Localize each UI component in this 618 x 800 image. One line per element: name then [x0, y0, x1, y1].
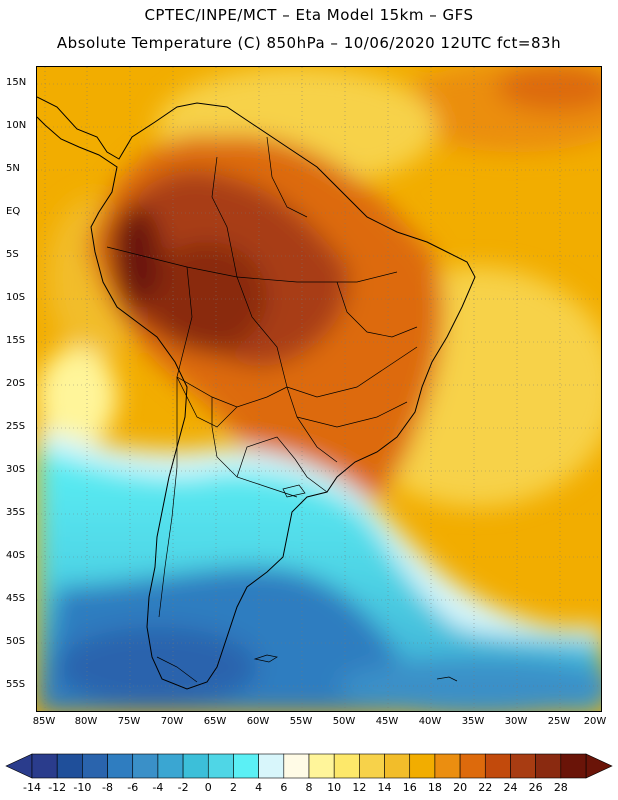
- colorbar-box: [459, 753, 486, 779]
- lon-label: 75W: [117, 716, 141, 727]
- lon-label: 80W: [74, 716, 98, 727]
- colorbar-high-arrow: [585, 753, 613, 779]
- colorbar-box: [107, 753, 134, 779]
- colorbar-box: [510, 753, 536, 779]
- lon-label: 65W: [203, 716, 227, 727]
- colorbar-label: 0: [204, 781, 212, 794]
- lon-label: 25W: [547, 716, 571, 727]
- lon-label: 45W: [375, 716, 399, 727]
- lon-label: 20W: [583, 716, 607, 727]
- colorbar-box: [182, 753, 209, 779]
- map-area: [36, 66, 602, 712]
- lon-label: 85W: [32, 716, 56, 727]
- colorbar-label: 12: [352, 781, 367, 794]
- lat-label: 40S: [6, 550, 26, 561]
- lat-label: 10S: [6, 292, 26, 303]
- colorbar-label: -8: [102, 781, 114, 794]
- lon-label: 30W: [504, 716, 528, 727]
- lat-label: 20S: [6, 378, 26, 389]
- colorbar-label: 16: [402, 781, 417, 794]
- colorbar-label: -6: [127, 781, 139, 794]
- coastline: [37, 96, 476, 690]
- colorbar: [5, 753, 613, 779]
- lat-label: 10N: [6, 120, 27, 131]
- country-borders: [106, 136, 418, 618]
- lon-label: 35W: [461, 716, 485, 727]
- colorbar-box: [560, 753, 587, 779]
- colorbar-label: -12: [48, 781, 67, 794]
- lon-label: 60W: [246, 716, 270, 727]
- lon-label: 70W: [160, 716, 184, 727]
- colorbar-label: 20: [453, 781, 468, 794]
- colorbar-label: 24: [503, 781, 518, 794]
- islands: [156, 484, 458, 683]
- colorbar-box: [434, 753, 461, 779]
- colorbar-box: [384, 753, 411, 779]
- colorbar-box: [233, 753, 259, 779]
- colorbar-box: [283, 753, 310, 779]
- colorbar-box: [82, 753, 108, 779]
- lon-label: 55W: [289, 716, 313, 727]
- colorbar-label: 6: [280, 781, 288, 794]
- colorbar-box: [409, 753, 436, 779]
- lat-label: 55S: [6, 679, 26, 690]
- lat-label: 45S: [6, 593, 26, 604]
- colorbar-label: -14: [23, 781, 41, 794]
- colorbar-label: -2: [177, 781, 189, 794]
- lat-label: 5S: [6, 249, 19, 260]
- lon-label: 40W: [418, 716, 442, 727]
- title-line-2: Absolute Temperature (C) 850hPa – 10/06/…: [56, 34, 562, 52]
- colorbar-label: -4: [152, 781, 164, 794]
- lat-label: EQ: [6, 206, 21, 217]
- lat-label: 25S: [6, 421, 26, 432]
- colorbar-box: [333, 753, 360, 779]
- colorbar-box: [31, 753, 58, 779]
- colorbar-label: 8: [305, 781, 313, 794]
- colorbar-box: [132, 753, 159, 779]
- colorbar-box: [157, 753, 184, 779]
- colorbar-label: 26: [528, 781, 543, 794]
- lat-label: 50S: [6, 636, 26, 647]
- colorbar-box: [535, 753, 562, 779]
- colorbar-box: [207, 753, 234, 779]
- lat-label: 35S: [6, 507, 26, 518]
- colorbar-box: [258, 753, 285, 779]
- colorbar-label: 28: [553, 781, 568, 794]
- temperature-field: [37, 67, 601, 711]
- colorbar-box: [484, 753, 511, 779]
- colorbar-box: [56, 753, 83, 779]
- colorbar-label: 4: [255, 781, 263, 794]
- colorbar-label: 14: [377, 781, 392, 794]
- title-line-1: CPTEC/INPE/MCT – Eta Model 15km – GFS: [144, 6, 474, 24]
- colorbar-box: [308, 753, 335, 779]
- colorbar-box: [359, 753, 385, 779]
- lon-label: 50W: [332, 716, 356, 727]
- colorbar-label: 22: [478, 781, 493, 794]
- lat-label: 15N: [6, 77, 27, 88]
- temperature-map: [37, 67, 601, 711]
- colorbar-label: 2: [229, 781, 237, 794]
- lat-label: 30S: [6, 464, 26, 475]
- colorbar-label: 10: [327, 781, 342, 794]
- lat-label: 5N: [6, 163, 20, 174]
- colorbar-boxes: [31, 753, 587, 779]
- colorbar-label: -10: [73, 781, 92, 794]
- colorbar-label: 18: [427, 781, 442, 794]
- lat-label: 15S: [6, 335, 26, 346]
- colorbar-low-arrow: [5, 753, 33, 779]
